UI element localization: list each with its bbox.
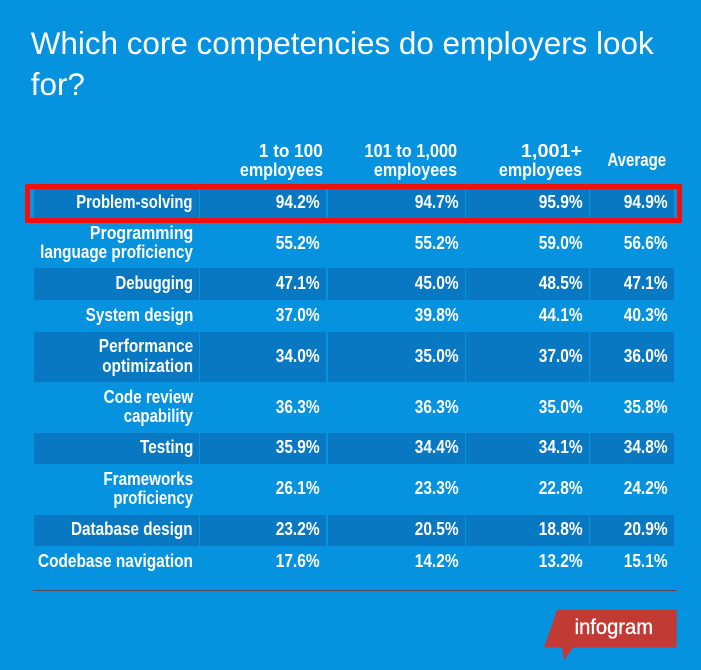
svg-text:infogram: infogram (575, 615, 653, 639)
